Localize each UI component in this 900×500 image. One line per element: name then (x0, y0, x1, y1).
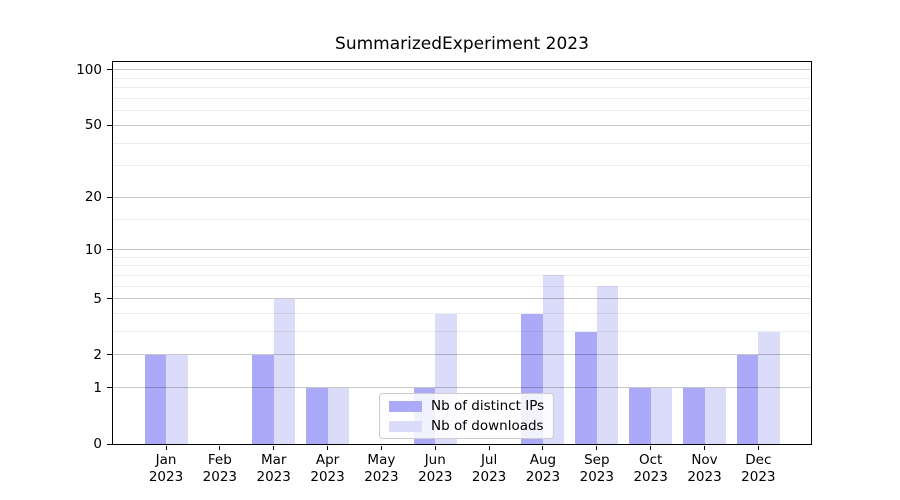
x-tick-mark-may (380, 446, 382, 450)
bar-downloads-nov (704, 387, 726, 444)
gridline-minor-40 (113, 142, 811, 144)
gridline-minor-4 (113, 313, 811, 315)
y-axis-tick-label-10: 10 (84, 241, 102, 258)
y-axis-tick-label-100: 100 (76, 61, 102, 78)
y-tick-mark-100 (107, 69, 112, 71)
gridline-major-20 (113, 196, 811, 198)
x-tick-mark-sep (596, 446, 598, 450)
gridline-major-5 (113, 298, 811, 300)
gridline-major-50 (113, 124, 811, 126)
y-axis-tick-label-50: 50 (84, 117, 102, 134)
bar-downloads-oct (650, 387, 673, 444)
bar-distinct-ips-dec (736, 354, 759, 444)
x-axis-tick-label-may: May 2023 (364, 452, 399, 485)
bar-downloads-jan (166, 354, 188, 444)
gridline-major-2 (113, 354, 811, 356)
gridline-major-1 (113, 387, 811, 389)
legend-swatch-distinct-ips (389, 400, 422, 412)
gridline-minor-90 (113, 77, 811, 79)
y-axis-tick-label-20: 20 (84, 189, 102, 206)
y-tick-mark-20 (107, 196, 112, 198)
x-tick-mark-feb (219, 446, 221, 450)
gridline-minor-3 (113, 331, 811, 333)
gridline-minor-30 (113, 165, 811, 167)
x-axis-tick-label-aug: Aug 2023 (525, 452, 561, 485)
x-axis-tick-label-mar: Mar 2023 (256, 452, 291, 485)
x-axis-tick-label-jul: Jul 2023 (471, 452, 507, 485)
gridline-minor-8 (113, 265, 811, 267)
x-axis-tick-label-jun: Jun 2023 (418, 452, 453, 485)
x-axis-tick-label-apr: Apr 2023 (310, 452, 345, 485)
bar-downloads-mar (273, 298, 296, 444)
x-tick-mark-dec (757, 446, 759, 450)
x-tick-mark-oct (650, 446, 652, 450)
x-axis-tick-label-jan: Jan 2023 (148, 452, 184, 485)
bar-distinct-ips-oct (629, 387, 651, 444)
legend-label-distinct-ips: Nb of distinct IPs (431, 398, 545, 414)
y-axis-tick-label-0: 0 (93, 436, 102, 452)
plot-area (113, 62, 811, 444)
chart-title: SummarizedExperiment 2023 (335, 34, 589, 54)
x-tick-mark-jan (165, 446, 167, 450)
gridline-minor-9 (113, 256, 811, 258)
x-axis-tick-label-nov: Nov 2023 (687, 452, 722, 485)
bar-downloads-dec (758, 331, 780, 444)
x-tick-mark-jul (488, 446, 490, 450)
y-axis-tick-label-5: 5 (93, 290, 102, 307)
gridline-minor-6 (113, 285, 811, 287)
legend-label-downloads: Nb of downloads (431, 418, 544, 434)
x-tick-mark-nov (704, 446, 705, 450)
x-axis-tick-label-feb: Feb 2023 (202, 452, 238, 485)
y-tick-mark-50 (107, 124, 112, 126)
bar-distinct-ips-apr (306, 387, 328, 444)
y-tick-mark-0 (107, 443, 112, 445)
x-tick-mark-aug (542, 446, 544, 450)
bar-distinct-ips-mar (252, 354, 274, 444)
bar-distinct-ips-sep (575, 331, 597, 444)
legend-swatch-downloads (389, 420, 422, 432)
x-axis-tick-label-sep: Sep 2023 (579, 452, 614, 485)
gridline-minor-60 (113, 110, 811, 112)
legend-entry-distinct-ips: Nb of distinct IPs (389, 398, 544, 414)
gridline-major-100 (113, 69, 811, 71)
y-tick-mark-10 (107, 249, 112, 251)
gridline-minor-80 (113, 87, 811, 89)
x-axis-tick-label-dec: Dec 2023 (741, 452, 776, 485)
x-axis-tick-label-oct: Oct 2023 (633, 452, 668, 485)
gridline-minor-15 (113, 218, 811, 220)
gridline-major-10 (113, 249, 811, 251)
y-axis-tick-label-1: 1 (93, 379, 102, 396)
x-tick-mark-jun (434, 446, 436, 450)
x-tick-mark-mar (273, 446, 275, 450)
gridline-minor-7 (113, 274, 811, 276)
y-tick-mark-2 (107, 354, 112, 356)
bar-distinct-ips-jan (144, 354, 166, 444)
y-axis-tick-label-2: 2 (93, 346, 102, 363)
legend-entry-downloads: Nb of downloads (389, 418, 544, 434)
bar-downloads-apr (327, 387, 350, 444)
gridline-minor-70 (113, 98, 811, 100)
y-tick-mark-1 (107, 387, 112, 389)
y-tick-mark-5 (107, 298, 112, 300)
legend: Nb of distinct IPs Nb of downloads (379, 393, 555, 439)
bar-distinct-ips-nov (683, 387, 705, 444)
bar-downloads-sep (596, 286, 619, 444)
x-tick-mark-apr (327, 446, 329, 450)
